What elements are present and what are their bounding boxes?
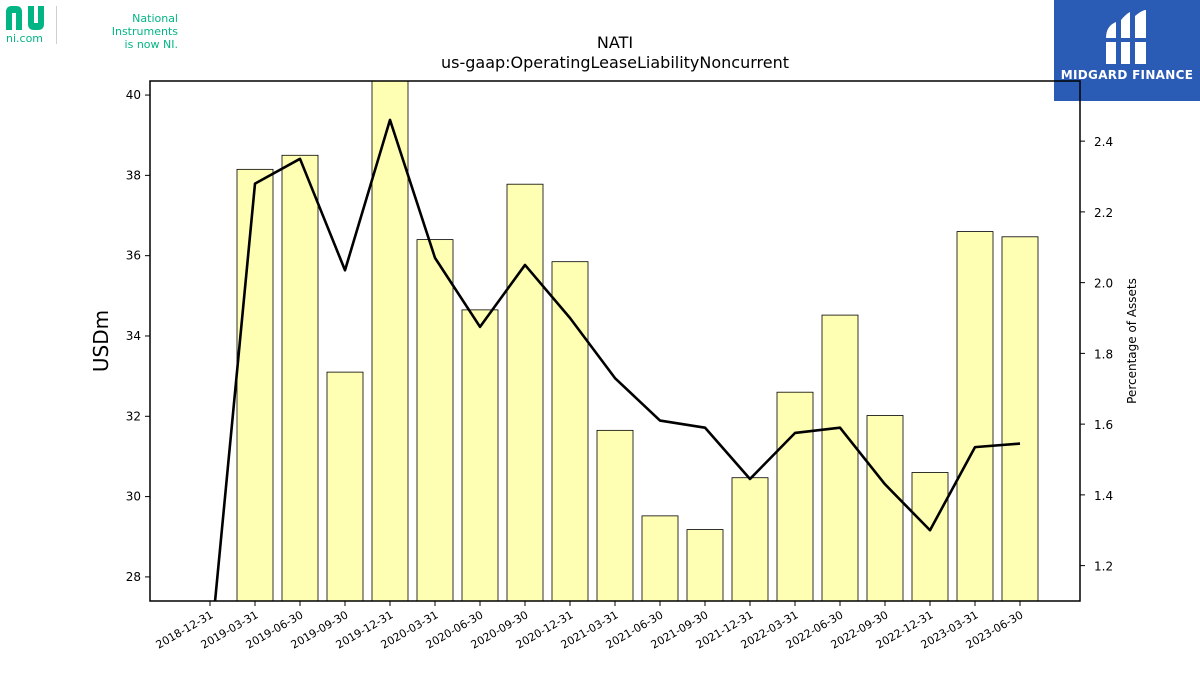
line-layer — [213, 118, 1021, 601]
bars-layer — [236, 81, 1039, 601]
bar-2022-12-31 — [911, 472, 949, 601]
bar-2019-06-30 — [281, 154, 319, 601]
percentage-line — [213, 118, 1021, 601]
y-tick-label: 34 — [126, 329, 141, 343]
y2-tick-label: 1.2 — [1094, 560, 1113, 574]
bar-2021-09-30 — [686, 529, 724, 601]
bar-2021-06-30 — [641, 515, 679, 601]
ni-logo: ni.com National Instruments is now NI. — [4, 4, 184, 51]
ni-tagline-line2: is now NI. — [124, 38, 178, 51]
bar-2023-06-30 — [1001, 236, 1039, 601]
bar-2023-03-31 — [956, 231, 994, 601]
ni-tagline: National Instruments is now NI. — [66, 12, 178, 51]
ni-tagline-line1: National Instruments — [111, 12, 178, 38]
y-tick-label: 32 — [126, 409, 141, 423]
y-tick-label: 36 — [126, 249, 141, 263]
y-tick-label: 28 — [126, 570, 141, 584]
ni-logo-divider — [56, 6, 57, 44]
bar-2022-06-30 — [821, 314, 859, 601]
y2-tick-label: 2.4 — [1094, 135, 1113, 149]
bar-2022-09-30 — [866, 415, 904, 601]
y2-tick-label: 1.6 — [1094, 418, 1113, 432]
midgard-finance-logo: MIDGARD FINANCE — [1054, 0, 1200, 101]
bar-2022-03-31 — [776, 391, 814, 601]
bar-2020-12-31 — [551, 261, 589, 601]
y2-tick-label: 1.8 — [1094, 347, 1113, 361]
bar-2021-12-31 — [731, 477, 769, 601]
bar-2020-06-30 — [461, 309, 499, 601]
ni-domain-text: ni.com — [6, 32, 44, 45]
bar-2019-03-31 — [236, 168, 274, 601]
y2-tick-label: 1.4 — [1094, 489, 1113, 503]
midgard-logo-icon — [1104, 10, 1148, 64]
y-axis-label: USDm — [89, 310, 113, 372]
bar-2019-09-30 — [326, 371, 364, 601]
y2-tick-label: 2.2 — [1094, 206, 1113, 220]
ni-logo-icon — [6, 6, 44, 30]
bar-2020-03-31 — [416, 239, 454, 601]
y2-tick-label: 2.0 — [1094, 277, 1113, 291]
bar-2021-03-31 — [596, 429, 634, 601]
chart-subtitle: us-gaap:OperatingLeaseLiabilityNoncurren… — [441, 53, 789, 72]
y-tick-label: 30 — [126, 490, 141, 504]
y2-axis-label: Percentage of Assets — [1125, 278, 1139, 404]
y-tick-label: 40 — [126, 88, 141, 102]
bar-2019-12-31 — [371, 81, 409, 601]
y-tick-label: 38 — [126, 168, 141, 182]
bar-2020-09-30 — [506, 183, 544, 601]
chart-title: NATI — [597, 33, 633, 52]
midgard-brand-name: MIDGARD FINANCE — [1060, 68, 1194, 82]
